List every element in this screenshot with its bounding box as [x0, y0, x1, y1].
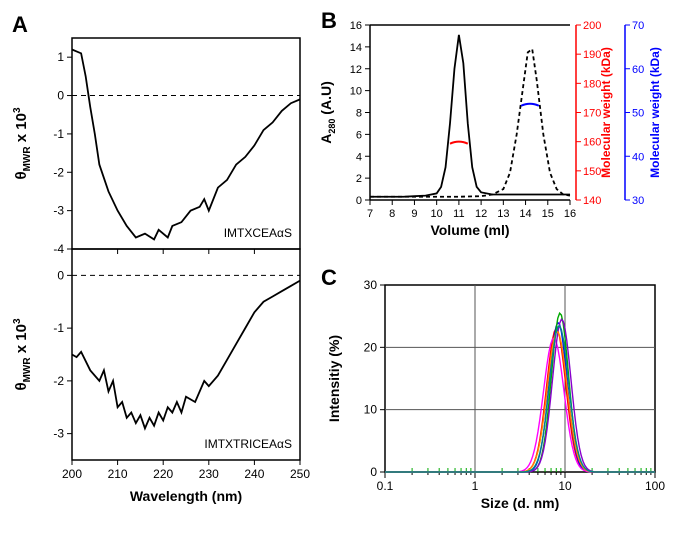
svg-text:40: 40	[632, 151, 644, 163]
svg-text:A280 (A.U): A280 (A.U)	[318, 81, 337, 143]
svg-text:8: 8	[389, 208, 395, 220]
panel-c: C 0 10 20 30 0.1 1 10 100 Intensitiy (%) Size (d.…	[315, 265, 675, 525]
svg-text:1: 1	[57, 50, 64, 64]
svg-text:10: 10	[350, 86, 362, 98]
svg-text:50: 50	[632, 108, 644, 120]
panel-a: A -4 -3 -2 -1 0 1 IMTXCEAαS θMWR x 103 -3 -2 -1 0 20…	[10, 10, 310, 525]
svg-text:13: 13	[497, 208, 509, 220]
panel-c-label: C	[321, 265, 337, 291]
svg-text:-3: -3	[53, 427, 64, 441]
svg-text:-2: -2	[53, 165, 64, 179]
svg-text:9: 9	[411, 208, 417, 220]
svg-text:0: 0	[370, 465, 377, 479]
svg-text:Intensitiy (%): Intensitiy (%)	[326, 335, 342, 422]
svg-text:IMTXCEAαS: IMTXCEAαS	[224, 226, 292, 240]
svg-text:16: 16	[564, 208, 576, 220]
svg-text:6: 6	[356, 129, 362, 141]
svg-text:10: 10	[431, 208, 443, 220]
svg-text:100: 100	[645, 479, 665, 493]
svg-text:30: 30	[364, 278, 378, 292]
svg-text:7: 7	[367, 208, 373, 220]
svg-text:IMTXTRICEAαS: IMTXTRICEAαS	[204, 437, 292, 451]
panel-b: B 02468101214167891011121314151614015016…	[315, 10, 675, 260]
svg-text:4: 4	[356, 151, 362, 163]
svg-text:210: 210	[108, 467, 128, 481]
svg-text:230: 230	[199, 467, 219, 481]
svg-text:200: 200	[62, 467, 82, 481]
panel-b-svg: 0246810121416789101112131415161401501601…	[315, 10, 675, 245]
svg-text:240: 240	[244, 467, 264, 481]
svg-text:140: 140	[583, 195, 601, 207]
svg-text:1: 1	[472, 479, 479, 493]
svg-text:12: 12	[475, 208, 487, 220]
svg-text:10: 10	[364, 403, 378, 417]
svg-text:-1: -1	[53, 127, 64, 141]
svg-text:8: 8	[356, 108, 362, 120]
svg-text:0: 0	[57, 89, 64, 103]
panel-c-svg: 0 10 20 30 0.1 1 10 100 Intensitiy (%) Size (d. n…	[315, 265, 675, 520]
svg-text:20: 20	[364, 340, 378, 354]
svg-text:0: 0	[57, 268, 64, 282]
panel-a-label: A	[12, 12, 28, 38]
svg-text:2: 2	[356, 173, 362, 185]
svg-text:14: 14	[519, 208, 531, 220]
svg-text:220: 220	[153, 467, 173, 481]
svg-text:60: 60	[632, 64, 644, 76]
svg-text:θMWR x 103: θMWR x 103	[12, 318, 33, 390]
svg-text:-1: -1	[53, 321, 64, 335]
svg-text:0.1: 0.1	[377, 479, 394, 493]
svg-text:Molecular weight (kDa): Molecular weight (kDa)	[599, 47, 613, 178]
panel-b-label: B	[321, 8, 337, 34]
svg-text:Wavelength (nm): Wavelength (nm)	[130, 488, 242, 504]
svg-text:250: 250	[290, 467, 310, 481]
svg-text:16: 16	[350, 20, 362, 32]
svg-text:14: 14	[350, 42, 362, 54]
svg-text:12: 12	[350, 64, 362, 76]
svg-text:Volume (ml): Volume (ml)	[430, 222, 509, 238]
svg-text:30: 30	[632, 195, 644, 207]
svg-text:11: 11	[453, 208, 464, 220]
svg-text:10: 10	[558, 479, 572, 493]
panel-a-svg: -4 -3 -2 -1 0 1 IMTXCEAαS θMWR x 103 -3 -2 -1 0 200 2…	[10, 10, 310, 515]
svg-text:200: 200	[583, 20, 601, 32]
svg-text:Size (d. nm): Size (d. nm)	[481, 495, 560, 511]
svg-text:70: 70	[632, 20, 644, 32]
svg-text:-2: -2	[53, 374, 64, 388]
svg-text:15: 15	[542, 208, 554, 220]
svg-text:-4: -4	[53, 242, 64, 256]
svg-text:-3: -3	[53, 204, 64, 218]
svg-text:0: 0	[356, 195, 362, 207]
svg-text:Molecular weight (kDa): Molecular weight (kDa)	[648, 47, 662, 178]
svg-text:θMWR x 103: θMWR x 103	[12, 107, 33, 179]
